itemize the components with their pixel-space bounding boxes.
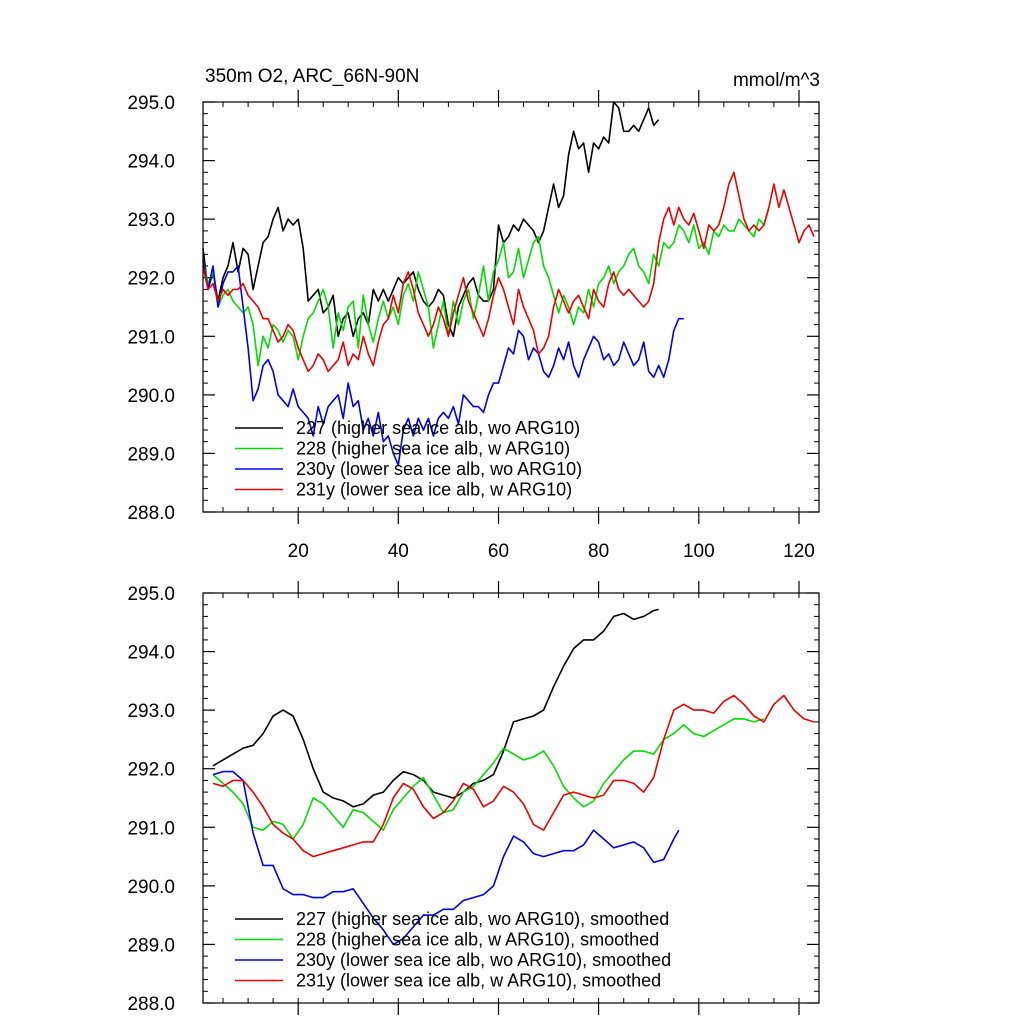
legend-label-1: 228 (higher sea ice alb, w ARG10), smoot…: [296, 930, 659, 950]
legend-label-1: 228 (higher sea ice alb, w ARG10): [296, 439, 570, 459]
legend-label-2: 230y (lower sea ice alb, wo ARG10), smoo…: [296, 950, 671, 970]
top-panel-lines: [202, 101, 815, 466]
y-tick-label: 294.0: [127, 152, 175, 173]
series-line-1: [212, 718, 765, 840]
x-tick-label: 20: [288, 541, 309, 562]
legend-label-0: 227 (higher sea ice alb, wo ARG10), smoo…: [296, 909, 669, 929]
top-panel-ticks: 20 40 60 80 100 120 288.0 289.0 290.0 291.0 292.0 2…: [127, 90, 819, 562]
y-tick-label: 295.0: [127, 93, 175, 114]
y-tick-label: 291.0: [127, 327, 175, 348]
legend-label-3: 231y (lower sea ice alb, w ARG10): [296, 480, 572, 500]
series-line-2: [202, 259, 684, 466]
bottom-panel-lines: [212, 608, 815, 946]
series-line-0: [212, 608, 659, 808]
bottom-panel: 288.0 289.0 290.0 291.0 292.0 293.0 294.0 295.0…: [127, 581, 820, 1015]
legend-label-0: 227 (higher sea ice alb, wo ARG10): [296, 418, 580, 438]
series-line-3: [202, 171, 815, 373]
top-panel: 350m O2, ARC_66N-90N mmol/m^3 20 40 60 80 10…: [127, 66, 820, 562]
y-tick-label: 288.0: [127, 994, 175, 1015]
top-panel-units: mmol/m^3: [733, 70, 820, 91]
x-tick-label: 40: [388, 541, 409, 562]
x-tick-label: 120: [783, 541, 815, 562]
top-panel-frame: [202, 101, 820, 513]
bottom-panel-legend: 227 (higher sea ice alb, wo ARG10), smoo…: [235, 909, 671, 991]
x-tick-label: 80: [588, 541, 609, 562]
y-tick-label: 288.0: [127, 503, 175, 524]
legend-label-3: 231y (lower sea ice alb, w ARG10), smoot…: [296, 971, 661, 991]
y-tick-label: 289.0: [127, 935, 175, 956]
series-line-1: [202, 207, 770, 367]
y-tick-label: 290.0: [127, 386, 175, 407]
y-tick-label: 289.0: [127, 444, 175, 465]
top-panel-title: 350m O2, ARC_66N-90N: [205, 66, 419, 87]
legend-label-2: 230y (lower sea ice alb, wo ARG10): [296, 459, 582, 479]
bottom-panel-frame: [202, 592, 820, 1004]
series-line-3: [212, 694, 815, 858]
y-tick-label: 294.0: [127, 643, 175, 664]
y-tick-label: 292.0: [127, 760, 175, 781]
y-tick-label: 293.0: [127, 701, 175, 722]
series-line-0: [202, 101, 660, 338]
y-tick-label: 291.0: [127, 818, 175, 839]
x-tick-label: 60: [488, 541, 509, 562]
top-panel-legend: 227 (higher sea ice alb, wo ARG10)228 (h…: [235, 418, 582, 500]
y-tick-label: 292.0: [127, 269, 175, 290]
series-line-2: [212, 770, 680, 946]
y-tick-label: 295.0: [127, 584, 175, 605]
y-tick-label: 290.0: [127, 877, 175, 898]
y-tick-label: 293.0: [127, 210, 175, 231]
x-tick-label: 100: [683, 541, 715, 562]
